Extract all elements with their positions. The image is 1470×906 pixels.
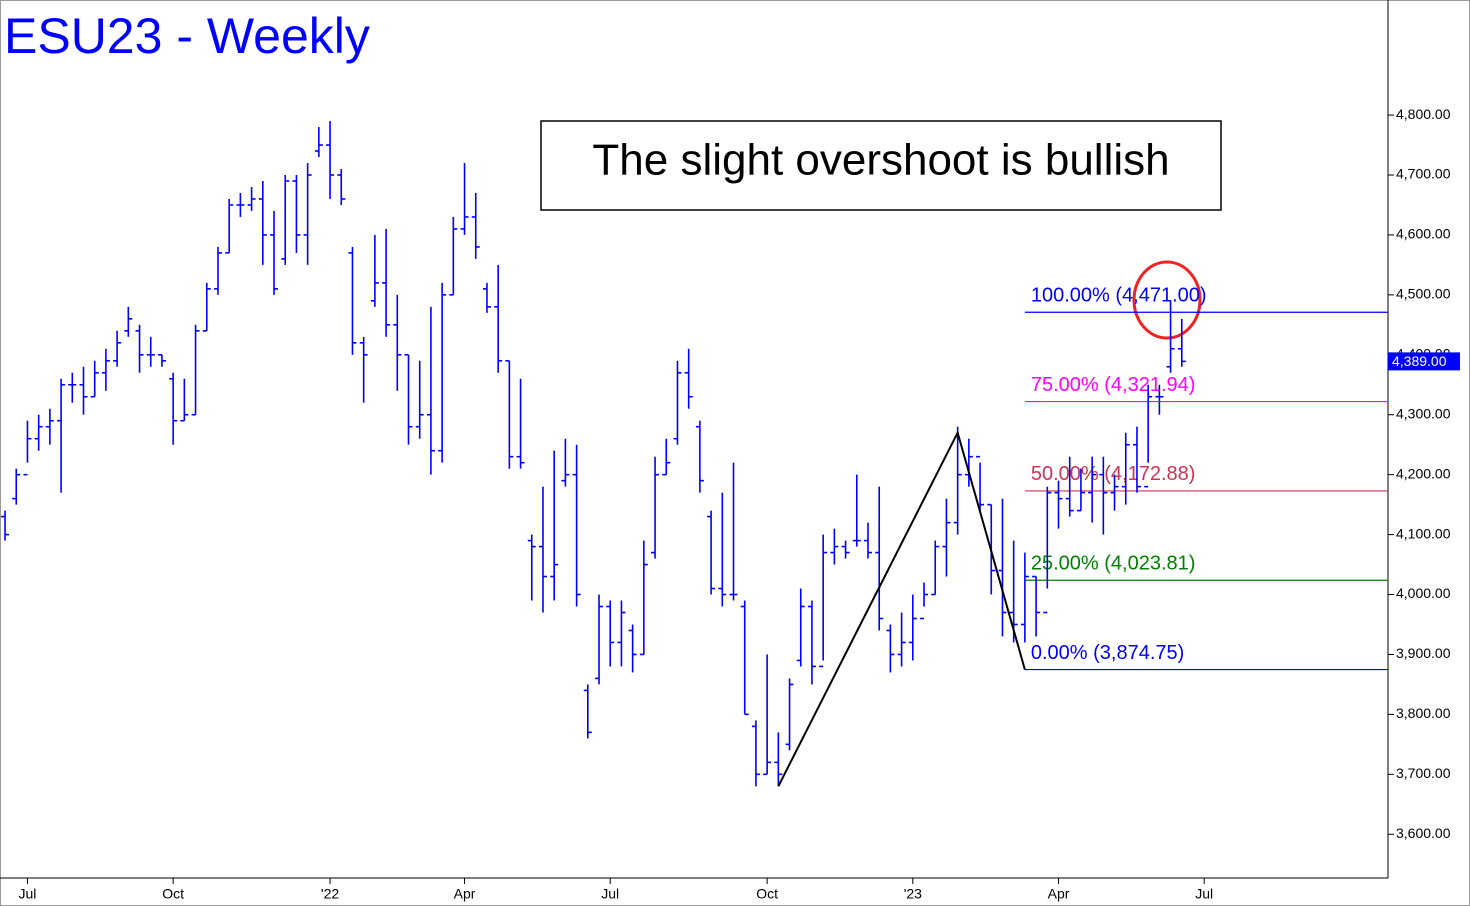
x-tick-label: '22	[321, 886, 339, 902]
last-price-tag	[1388, 352, 1460, 371]
chart-title: ESU23 - Weekly	[4, 8, 370, 64]
y-tick-label: 4,300.00	[1396, 405, 1451, 421]
annotation: The slight overshoot is bullish	[592, 136, 1169, 185]
y-tick-label: 3,700.00	[1396, 765, 1451, 781]
level-label: 0.00% (3,874.75)	[1031, 642, 1184, 664]
x-tick-label: Oct	[162, 886, 184, 902]
x-tick-label: Jul	[1195, 886, 1213, 902]
y-tick-label: 4,700.00	[1396, 166, 1451, 182]
y-tick-label: 3,900.00	[1396, 645, 1451, 661]
y-tick-label: 4,100.00	[1396, 525, 1451, 541]
highlight-circle	[1132, 260, 1202, 340]
level-label: 50.00% (4,172.88)	[1031, 463, 1196, 485]
x-tick-label: Jul	[601, 886, 619, 902]
y-tick-label: 3,600.00	[1396, 825, 1451, 841]
annotation-box	[540, 120, 1222, 211]
level-label: 25.00% (4,023.81)	[1031, 553, 1196, 575]
x-tick-label: Apr	[1048, 886, 1070, 902]
y-tick-label: 4,000.00	[1396, 585, 1451, 601]
x-tick-label: Apr	[454, 886, 476, 902]
y-tick-label: 4,200.00	[1396, 465, 1451, 481]
x-tick-label: Oct	[756, 886, 778, 902]
y-tick-label: 4,500.00	[1396, 286, 1451, 302]
y-tick-label: 4,600.00	[1396, 226, 1451, 242]
pattern-line	[777, 429, 1026, 787]
level-label: 75.00% (4,321.94)	[1031, 374, 1196, 396]
x-tick-label: '23	[904, 886, 922, 902]
last-price-label: 4,389.00	[1392, 353, 1447, 369]
y-tick-label: 3,800.00	[1396, 705, 1451, 721]
level-label: 100.00% (4,471.00)	[1031, 285, 1207, 307]
y-tick-label: 4,800.00	[1396, 106, 1451, 122]
x-tick-label: Jul	[19, 886, 37, 902]
